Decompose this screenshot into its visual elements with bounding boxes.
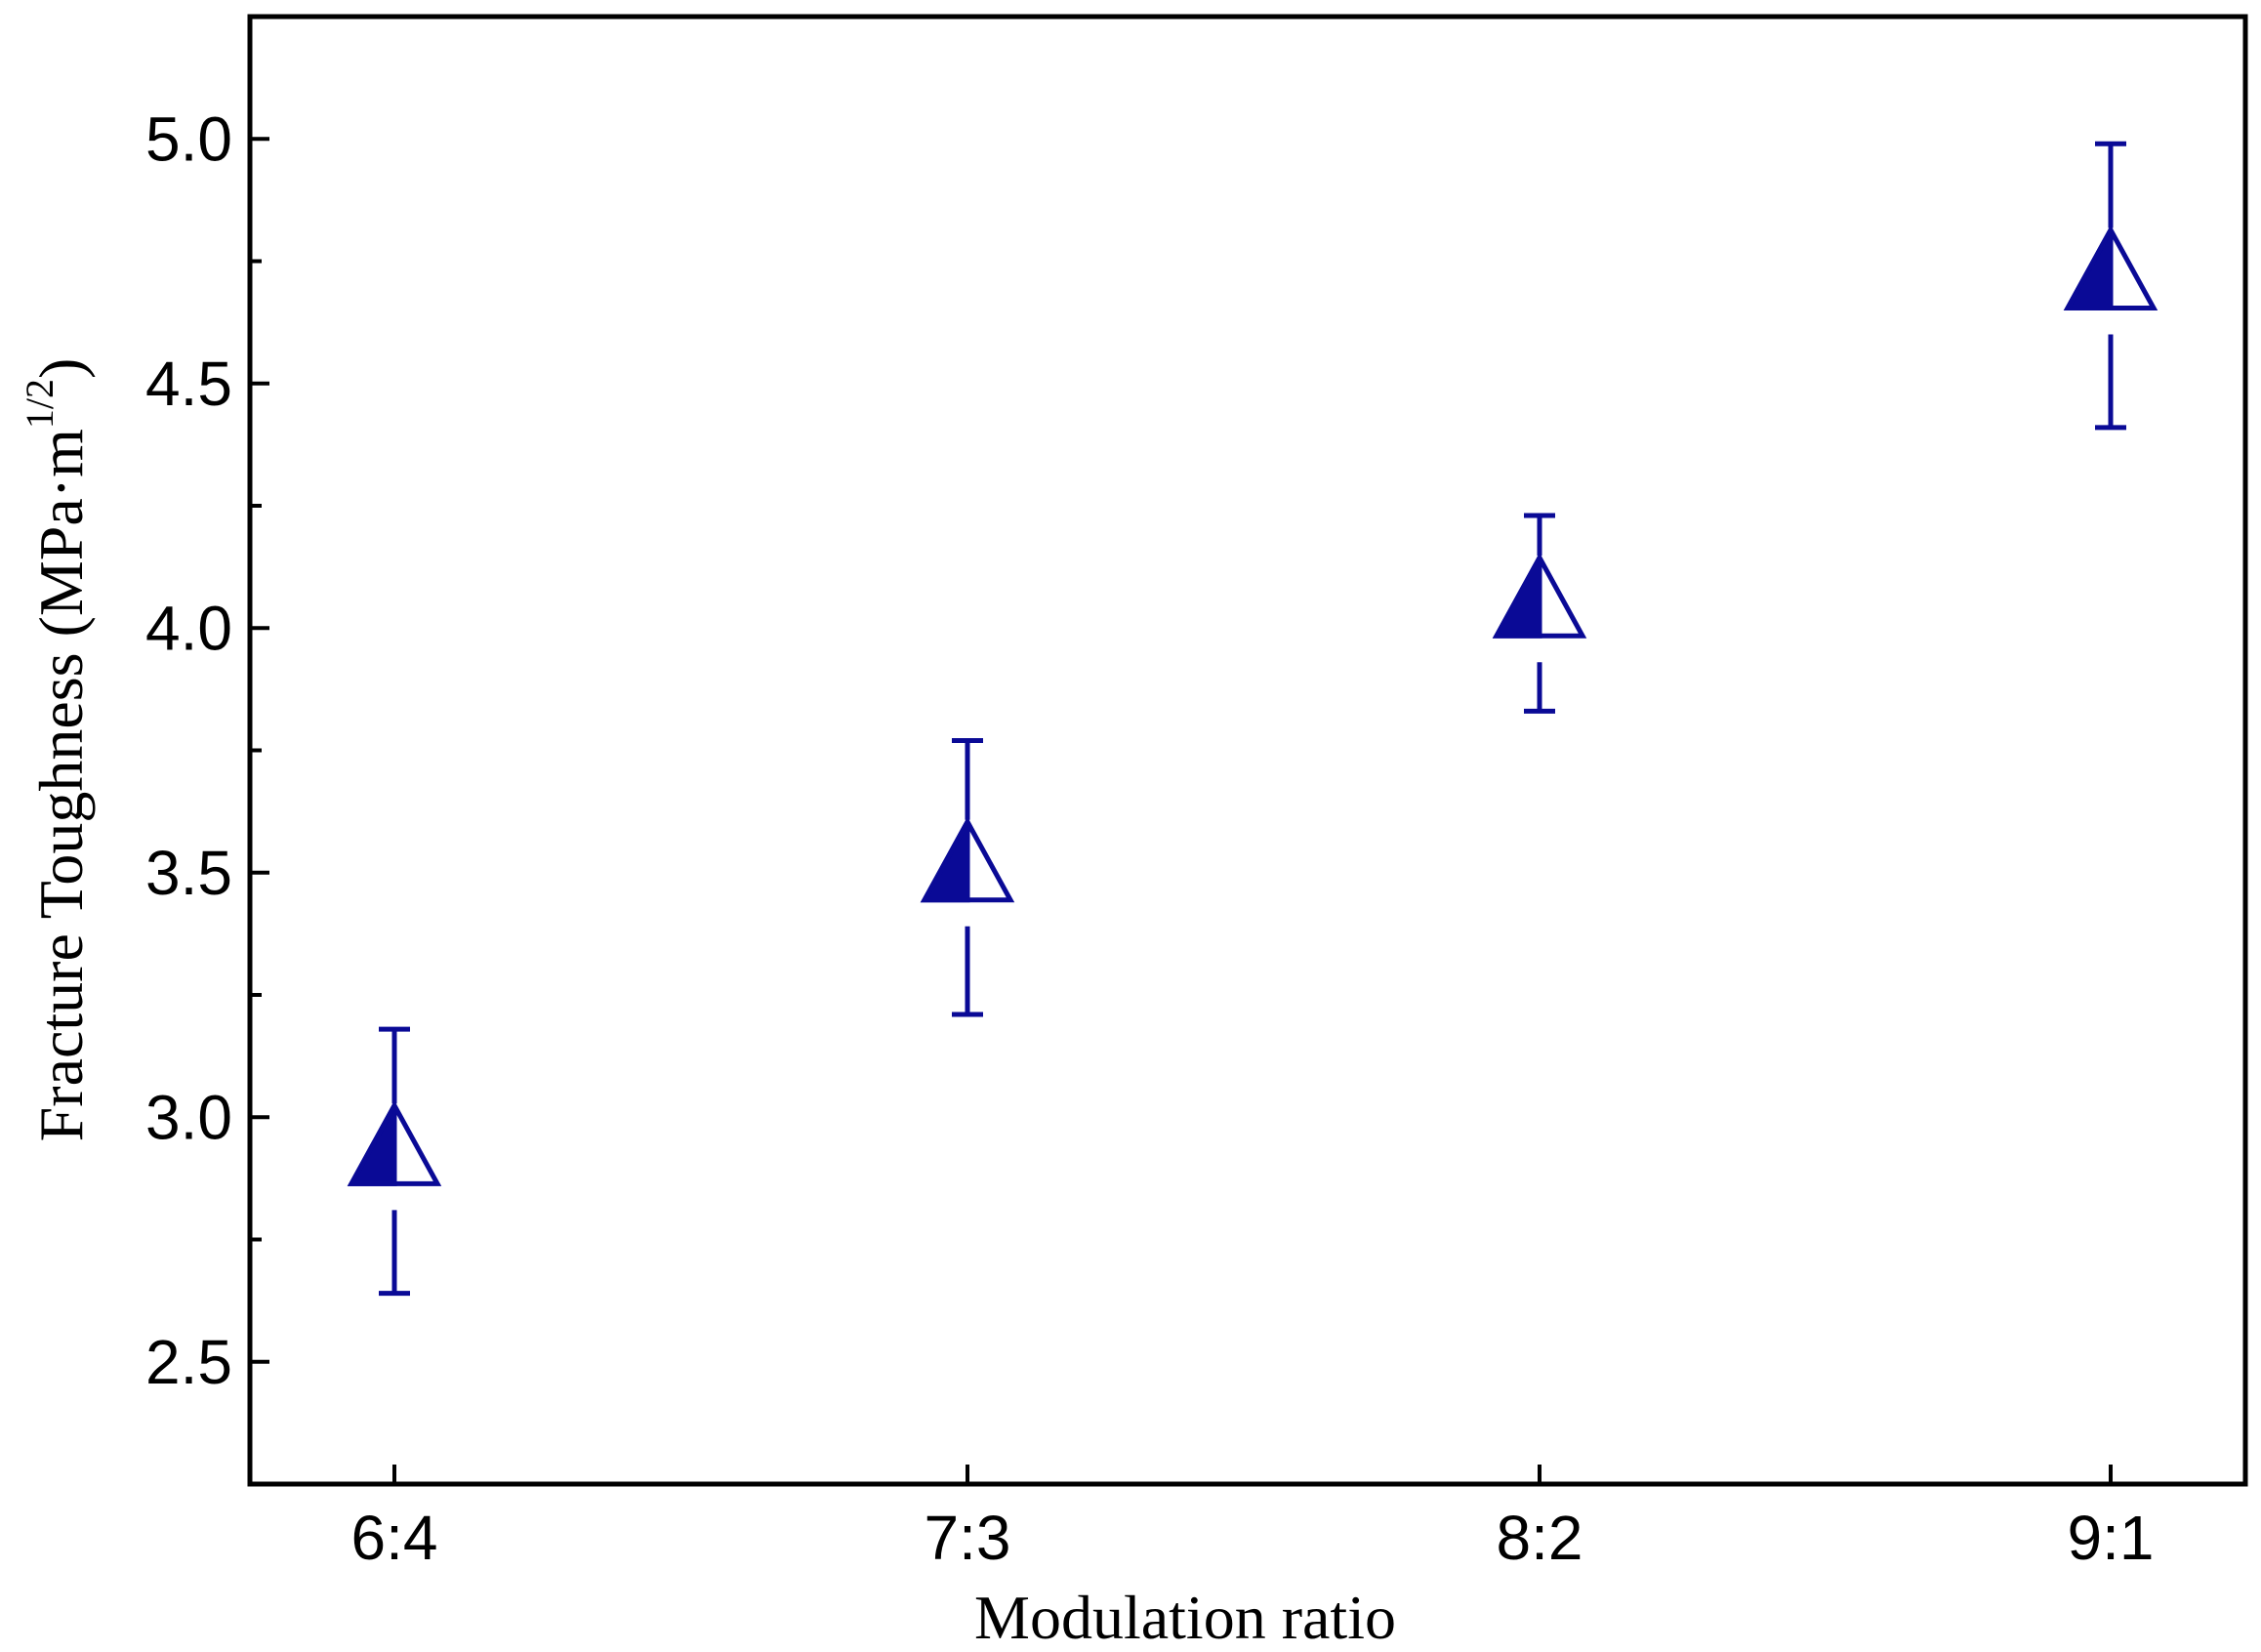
y-tick-label: 3.5 bbox=[145, 838, 232, 908]
y-axis-title-close: ) bbox=[26, 358, 96, 379]
triangle-marker-outline bbox=[2063, 225, 2158, 311]
triangle-marker-outline bbox=[920, 816, 1015, 903]
y-tick-label: 4.5 bbox=[145, 349, 232, 419]
plot-frame bbox=[247, 14, 2248, 1487]
x-tick-label: 9:1 bbox=[2068, 1503, 2155, 1573]
x-axis: 6:4 7:3 8:2 9:1 bbox=[351, 1465, 2155, 1573]
y-axis-title: Fracture Toughness (MPa·m1/2) bbox=[18, 358, 96, 1142]
x-tick-label: 8:2 bbox=[1497, 1503, 1583, 1573]
data-point bbox=[2063, 141, 2158, 431]
triangle-marker-outline bbox=[1492, 553, 1587, 639]
y-tick-label: 4.0 bbox=[145, 593, 232, 663]
y-axis: 2.5 3.0 3.5 4.0 4.5 5.0 bbox=[145, 103, 269, 1397]
x-tick-label: 6:4 bbox=[351, 1503, 438, 1573]
y-axis-title-superscript: 1/2 bbox=[18, 379, 62, 429]
y-tick-label: 2.5 bbox=[145, 1327, 232, 1397]
triangle-marker-outline bbox=[347, 1100, 442, 1186]
y-tick-label: 3.0 bbox=[145, 1082, 232, 1152]
data-point bbox=[1492, 513, 1587, 714]
data-marks bbox=[347, 141, 2158, 1297]
x-tick-label: 7:3 bbox=[925, 1503, 1011, 1573]
data-point bbox=[920, 737, 1015, 1017]
y-tick-label: 5.0 bbox=[145, 103, 232, 174]
y-axis-title-main: Fracture Toughness (MPa·m bbox=[26, 429, 96, 1141]
data-point bbox=[347, 1026, 442, 1297]
x-axis-title: Modulation ratio bbox=[974, 1583, 1396, 1652]
